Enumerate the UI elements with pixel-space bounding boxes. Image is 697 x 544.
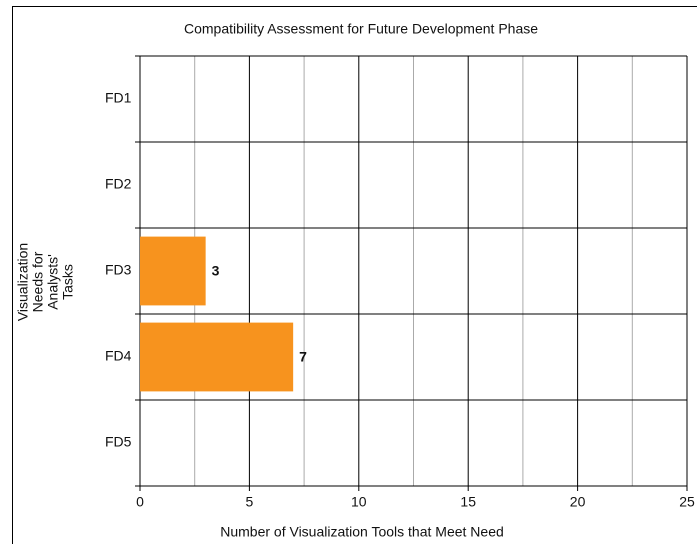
y-tick-label: FD4 (105, 348, 132, 364)
bar (140, 236, 206, 306)
y-tick-label: FD2 (105, 176, 132, 192)
y-axis-label-line: Analysts' (44, 254, 60, 310)
y-tick-label: FD1 (105, 90, 132, 106)
y-tick-label: FD3 (105, 262, 132, 278)
y-axis-label: VisualizationNeeds forAnalysts'Tasks (14, 243, 75, 321)
x-tick-label: 5 (246, 494, 254, 510)
data-label: 3 (212, 263, 220, 279)
x-tick-label: 10 (351, 494, 367, 510)
x-tick-label: 15 (460, 494, 476, 510)
chart-title: Compatibility Assessment for Future Deve… (184, 21, 538, 37)
frame (12, 6, 697, 544)
x-tick-label: 25 (679, 494, 695, 510)
x-tick-label: 0 (136, 494, 144, 510)
x-tick-label: 20 (570, 494, 586, 510)
y-tick-label: FD5 (105, 434, 132, 450)
y-axis-label-line: Tasks (59, 264, 75, 300)
y-axis-label-line: Visualization (14, 243, 30, 321)
y-axis-label-line: Needs for (29, 251, 45, 312)
x-axis-label: Number of Visualization Tools that Meet … (220, 524, 504, 540)
data-label: 7 (299, 349, 307, 365)
bar (140, 322, 294, 392)
